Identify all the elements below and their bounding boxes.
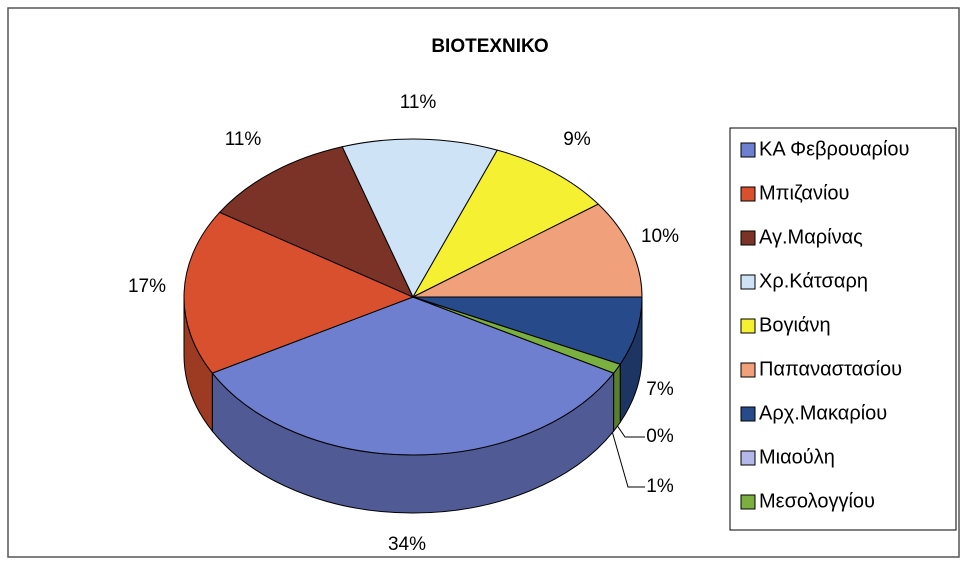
data-label: 10% [641, 226, 679, 247]
slice [412, 296, 621, 374]
legend-swatch [740, 230, 756, 246]
data-label: 1% [646, 476, 674, 497]
data-label: 11% [225, 129, 262, 150]
legend-label: Αρχ.Μακαρίου [759, 402, 887, 424]
slice [411, 149, 600, 299]
legend-swatch [740, 274, 756, 290]
legend-swatch [740, 450, 756, 466]
chart-title: ΒΙΟΤΕΧΝΙΚΟ [431, 36, 548, 57]
legend-swatch [740, 494, 756, 510]
data-label: 34% [388, 534, 426, 555]
slice-side [613, 362, 621, 433]
data-label: 0% [646, 426, 674, 447]
legend-label: Χρ.Κάτσαρη [759, 270, 868, 292]
data-label: 9% [563, 129, 591, 150]
legend-label: Βογιάνη [759, 314, 831, 336]
pie [183, 138, 643, 514]
legend-swatch [740, 142, 756, 158]
slice [211, 296, 615, 456]
legend-swatch [740, 406, 756, 422]
slice [218, 146, 415, 298]
legend-box [729, 127, 957, 531]
legend-label: ΚΑ Φεβρουαρίου [759, 138, 909, 160]
legend-swatch [740, 186, 756, 202]
slice [412, 203, 643, 298]
legend-label: Μπιζανίου [759, 182, 849, 204]
slice [183, 211, 415, 374]
leader-line [609, 423, 645, 488]
data-label: 17% [128, 276, 166, 297]
data-label: 11% [400, 92, 437, 113]
legend-swatch [740, 318, 756, 334]
legend-label: Μιαούλη [759, 446, 835, 468]
legend-swatch [740, 362, 756, 378]
data-label: 7% [646, 379, 674, 400]
legend-label: Αγ.Μαρίνας [759, 226, 863, 248]
slice [341, 138, 499, 299]
legend-label: Μεσολογγίου [759, 490, 875, 512]
legend-label: Παπαναστασίου [759, 358, 902, 380]
